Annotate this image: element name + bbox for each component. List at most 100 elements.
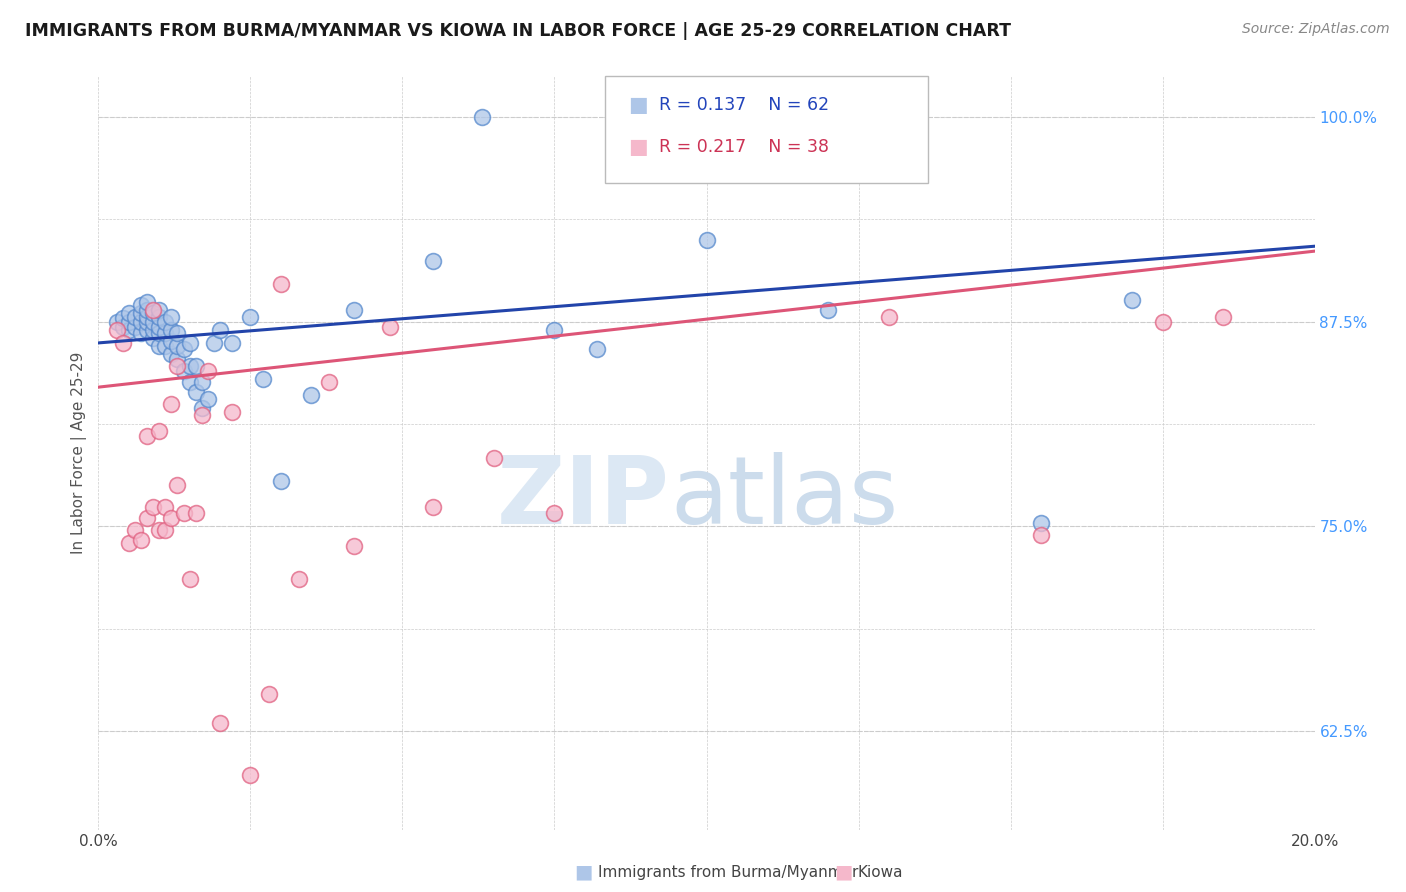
Text: ZIP: ZIP: [498, 452, 671, 544]
Point: [270, 474, 292, 488]
Point: [105, 315, 128, 329]
Point: [422, 254, 444, 268]
Point: [148, 523, 170, 537]
Point: [136, 303, 159, 318]
Point: [118, 306, 141, 320]
Point: [209, 716, 232, 731]
Text: ■: ■: [628, 137, 648, 157]
Point: [118, 315, 141, 329]
Point: [184, 506, 207, 520]
Point: [184, 385, 207, 400]
Point: [239, 310, 262, 324]
Point: [166, 339, 188, 353]
Text: R = 0.217    N = 38: R = 0.217 N = 38: [659, 138, 830, 156]
Point: [197, 364, 219, 378]
Point: [299, 388, 322, 402]
Point: [173, 506, 195, 520]
Point: [221, 405, 243, 419]
Text: Immigrants from Burma/Myanmar: Immigrants from Burma/Myanmar: [598, 865, 858, 880]
Point: [142, 306, 165, 320]
Point: [129, 306, 152, 320]
Point: [166, 359, 188, 373]
Point: [197, 392, 219, 406]
Point: [696, 233, 718, 247]
Point: [191, 376, 214, 390]
Point: [288, 572, 311, 586]
Point: [173, 364, 195, 378]
Point: [111, 335, 134, 350]
Text: R = 0.137    N = 62: R = 0.137 N = 62: [659, 96, 830, 114]
Point: [160, 347, 183, 361]
Point: [136, 315, 159, 329]
Text: Source: ZipAtlas.com: Source: ZipAtlas.com: [1241, 22, 1389, 37]
Point: [148, 339, 170, 353]
Text: ■: ■: [574, 863, 593, 882]
Point: [179, 359, 201, 373]
Point: [148, 303, 170, 318]
Point: [136, 511, 159, 525]
Point: [191, 401, 214, 416]
Point: [142, 315, 165, 329]
Point: [160, 334, 183, 349]
Point: [179, 335, 201, 350]
Point: [160, 396, 183, 410]
Point: [142, 323, 165, 337]
Point: [142, 331, 165, 345]
Point: [155, 315, 177, 329]
Y-axis label: In Labor Force | Age 25-29: In Labor Force | Age 25-29: [72, 351, 87, 554]
Point: [111, 311, 134, 326]
Point: [209, 323, 232, 337]
Point: [817, 303, 839, 318]
Point: [136, 310, 159, 324]
Point: [136, 294, 159, 309]
Point: [142, 303, 165, 318]
Point: [160, 323, 183, 337]
Text: IMMIGRANTS FROM BURMA/MYANMAR VS KIOWA IN LABOR FORCE | AGE 25-29 CORRELATION CH: IMMIGRANTS FROM BURMA/MYANMAR VS KIOWA I…: [25, 22, 1011, 40]
Point: [1212, 310, 1234, 324]
Point: [155, 523, 177, 537]
Point: [877, 310, 900, 324]
Point: [470, 110, 492, 124]
Point: [179, 572, 201, 586]
Point: [184, 359, 207, 373]
Point: [160, 310, 183, 324]
Point: [105, 323, 128, 337]
Point: [343, 303, 366, 318]
Point: [124, 310, 146, 324]
Point: [221, 335, 243, 350]
Point: [1029, 527, 1052, 541]
Point: [129, 315, 152, 329]
Point: [202, 335, 225, 350]
Text: atlas: atlas: [671, 452, 898, 544]
Point: [129, 298, 152, 312]
Point: [1152, 315, 1174, 329]
Point: [148, 310, 170, 324]
Point: [257, 687, 280, 701]
Point: [543, 506, 565, 520]
Point: [129, 533, 152, 547]
Point: [1121, 293, 1143, 308]
Point: [166, 352, 188, 367]
Point: [118, 323, 141, 337]
Point: [1029, 516, 1052, 530]
Point: [239, 768, 262, 782]
Point: [543, 323, 565, 337]
Point: [111, 319, 134, 334]
Point: [318, 376, 340, 390]
Point: [148, 425, 170, 439]
Point: [586, 343, 609, 357]
Point: [422, 500, 444, 514]
Point: [142, 500, 165, 514]
Text: Kiowa: Kiowa: [858, 865, 903, 880]
Point: [380, 319, 402, 334]
Text: ■: ■: [834, 863, 853, 882]
Point: [136, 323, 159, 337]
Point: [343, 539, 366, 553]
Point: [252, 372, 274, 386]
Point: [160, 511, 183, 525]
Point: [155, 326, 177, 340]
Point: [173, 343, 195, 357]
Point: [179, 376, 201, 390]
Point: [124, 523, 146, 537]
Point: [148, 319, 170, 334]
